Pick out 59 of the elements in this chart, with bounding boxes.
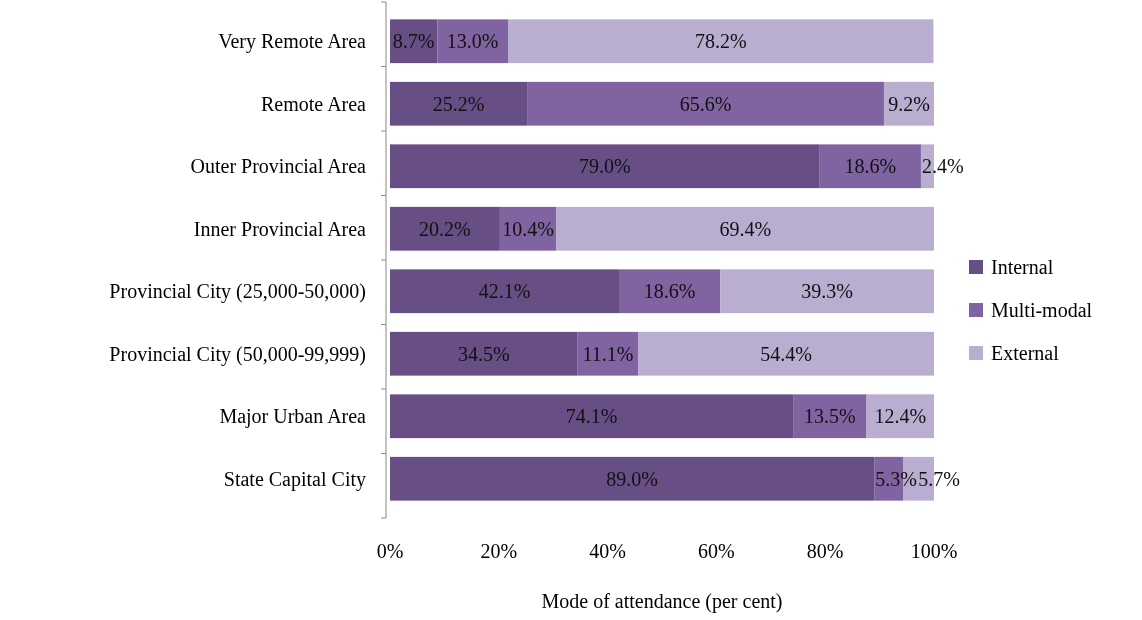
data-label: 78.2% xyxy=(694,30,747,53)
legend-label: External xyxy=(991,342,1060,364)
x-axis-title: Mode of attendance (per cent) xyxy=(541,590,783,613)
data-label: 2.4% xyxy=(922,155,964,178)
y-tick-label: Provincial City (25,000-50,000) xyxy=(109,280,366,304)
bar xyxy=(390,81,528,126)
data-label: 54.4% xyxy=(760,342,812,365)
bar xyxy=(638,331,934,376)
bar xyxy=(527,81,884,126)
legend-label: Multi-modal xyxy=(991,299,1093,321)
data-label: 10.4% xyxy=(502,217,555,240)
bar xyxy=(819,144,921,189)
legend-label: Internal xyxy=(991,256,1054,278)
x-tick-label: 20% xyxy=(480,540,518,562)
bar xyxy=(390,269,620,314)
bar xyxy=(508,19,934,64)
x-tick-label: 0% xyxy=(376,540,404,562)
bar xyxy=(619,269,721,314)
data-label: 79.0% xyxy=(579,155,631,178)
x-tick-label: 100% xyxy=(910,540,958,562)
x-tick-label: 80% xyxy=(806,540,844,562)
data-label: 9.2% xyxy=(888,92,930,115)
data-label: 89.0% xyxy=(606,467,658,490)
bar xyxy=(390,206,500,251)
x-tick-label: 60% xyxy=(698,540,735,562)
data-label: 11.1% xyxy=(582,342,634,365)
bar xyxy=(437,19,509,64)
data-label: 39.3% xyxy=(801,280,853,303)
y-tick-label: Remote Area xyxy=(261,92,367,115)
y-tick-label: Very Remote Area xyxy=(218,30,367,54)
bar xyxy=(390,331,578,376)
bar xyxy=(390,144,820,189)
data-label: 8.7% xyxy=(392,30,435,53)
y-tick-label: Provincial City (50,000-99,999) xyxy=(109,342,366,366)
data-label: 34.5% xyxy=(458,342,510,365)
data-label: 74.1% xyxy=(565,405,618,428)
y-tick-label: Outer Provincial Area xyxy=(190,155,367,178)
data-label: 20.2% xyxy=(419,217,471,240)
data-label: 18.6% xyxy=(643,280,696,303)
data-label: 65.6% xyxy=(679,92,732,115)
bar xyxy=(556,206,934,251)
data-label: 69.4% xyxy=(719,217,772,240)
data-label: 18.6% xyxy=(844,155,897,178)
y-tick-label: Major Urban Area xyxy=(219,405,367,429)
y-tick-label: Inner Provincial Area xyxy=(193,217,367,240)
data-label: 12.4% xyxy=(874,405,927,428)
bar xyxy=(720,269,934,314)
x-tick-label: 40% xyxy=(589,540,626,562)
bar xyxy=(577,331,639,376)
data-label: 5.3% xyxy=(875,467,917,490)
data-label: 13.5% xyxy=(803,405,856,428)
data-label: 25.2% xyxy=(432,92,485,115)
y-tick-label: State Capital City xyxy=(223,467,366,491)
data-label: 42.1% xyxy=(478,280,531,303)
bar xyxy=(390,394,794,439)
data-label: 5.7% xyxy=(918,467,960,490)
data-label: 13.0% xyxy=(446,30,499,53)
bar xyxy=(793,394,867,439)
bar xyxy=(390,456,875,501)
